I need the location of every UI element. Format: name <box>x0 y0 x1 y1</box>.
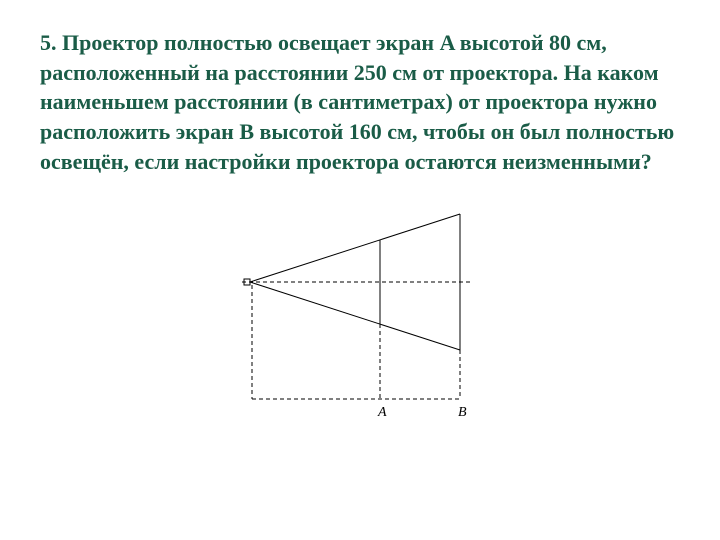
slide: 5. Проектор полностью освещает экран A в… <box>0 0 720 540</box>
figure-container: AB <box>40 194 680 424</box>
problem-number: 5. <box>40 30 57 55</box>
svg-text:A: A <box>377 405 387 420</box>
projector-diagram: AB <box>230 194 490 424</box>
problem-text: 5. Проектор полностью освещает экран A в… <box>40 28 680 176</box>
problem-body: Проектор полностью освещает экран A высо… <box>40 30 674 174</box>
svg-text:B: B <box>458 405 467 420</box>
